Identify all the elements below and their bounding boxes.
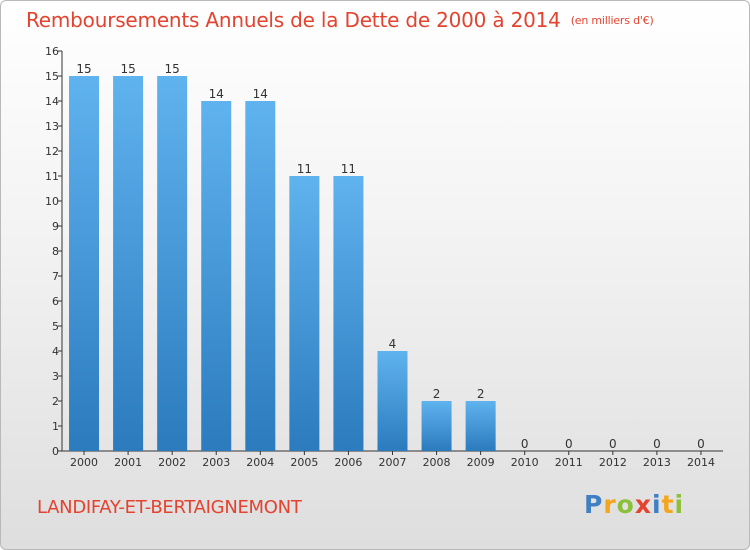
bar	[421, 401, 452, 451]
bar-value-label: 11	[297, 162, 312, 176]
x-tick-label: 2010	[511, 456, 539, 469]
x-tick-label: 2014	[687, 456, 715, 469]
chart-unit: (en milliers d'€)	[570, 14, 654, 27]
logo-letter: x	[634, 490, 652, 519]
x-tick-label: 2012	[599, 456, 627, 469]
x-tick-label: 2004	[246, 456, 274, 469]
bar-value-label: 0	[697, 437, 705, 451]
y-tick-label: 6	[52, 295, 59, 308]
logo-letter: o	[616, 490, 635, 519]
bar-value-label: 14	[253, 87, 268, 101]
x-tick-label: 2005	[290, 456, 318, 469]
y-tick-label: 9	[52, 220, 59, 233]
logo-letter: t	[661, 490, 675, 519]
x-tick-label: 2006	[334, 456, 362, 469]
y-tick-label: 8	[52, 245, 59, 258]
bar-value-label: 0	[653, 437, 661, 451]
y-tick-label: 1	[52, 420, 59, 433]
logo-letter: i	[652, 490, 662, 519]
y-tick-label: 16	[45, 45, 59, 58]
bar	[201, 101, 232, 451]
bar-value-label: 4	[389, 337, 397, 351]
bar	[69, 76, 100, 451]
bar	[157, 76, 188, 451]
x-tick-label: 2013	[643, 456, 671, 469]
x-tick-label: 2007	[379, 456, 407, 469]
bar-value-label: 15	[165, 62, 180, 76]
x-tick-label: 2000	[70, 456, 98, 469]
y-tick-label: 2	[52, 395, 59, 408]
bar-value-label: 0	[565, 437, 573, 451]
x-tick-label: 2009	[467, 456, 495, 469]
y-tick-label: 5	[52, 320, 59, 333]
proxiti-logo[interactable]: Proxiti	[584, 490, 684, 519]
bar	[113, 76, 144, 451]
commune-name: LANDIFAY-ET-BERTAIGNEMONT	[37, 497, 302, 518]
y-tick-label: 7	[52, 270, 59, 283]
y-tick-label: 13	[45, 120, 59, 133]
bar-value-label: 14	[209, 87, 224, 101]
logo-letter: i	[674, 490, 685, 519]
bar-value-label: 15	[76, 62, 91, 76]
y-tick-label: 15	[45, 70, 59, 83]
bar	[289, 176, 320, 451]
bar-value-label: 0	[521, 437, 529, 451]
y-tick-label: 14	[45, 95, 59, 108]
bar	[465, 401, 496, 451]
x-tick-label: 2011	[555, 456, 583, 469]
bar-value-label: 2	[433, 387, 441, 401]
bar-value-label: 15	[120, 62, 135, 76]
bar-value-label: 0	[609, 437, 617, 451]
bar	[333, 176, 364, 451]
y-tick-label: 12	[45, 145, 59, 158]
x-tick-label: 2001	[114, 456, 142, 469]
y-tick-label: 11	[45, 170, 59, 183]
logo-letter: r	[603, 490, 617, 519]
bar-value-label: 2	[477, 387, 485, 401]
y-tick-label: 10	[45, 195, 59, 208]
bar	[245, 101, 276, 451]
chart-title-text: Remboursements Annuels de la Dette de 20…	[26, 8, 561, 32]
y-tick-label: 3	[52, 370, 59, 383]
x-tick-label: 2003	[202, 456, 230, 469]
y-tick-label: 0	[52, 445, 59, 458]
x-tick-label: 2008	[423, 456, 451, 469]
chart-bars: 15 15 15 14 14 11 11 4 2 2 0 0 0 0 0	[69, 62, 705, 451]
chart-title: Remboursements Annuels de la Dette de 20…	[26, 8, 654, 32]
y-tick-label: 4	[52, 345, 59, 358]
x-tick-label: 2002	[158, 456, 186, 469]
logo-letter: P	[584, 490, 604, 519]
bar-value-label: 11	[341, 162, 356, 176]
bar	[377, 351, 408, 451]
